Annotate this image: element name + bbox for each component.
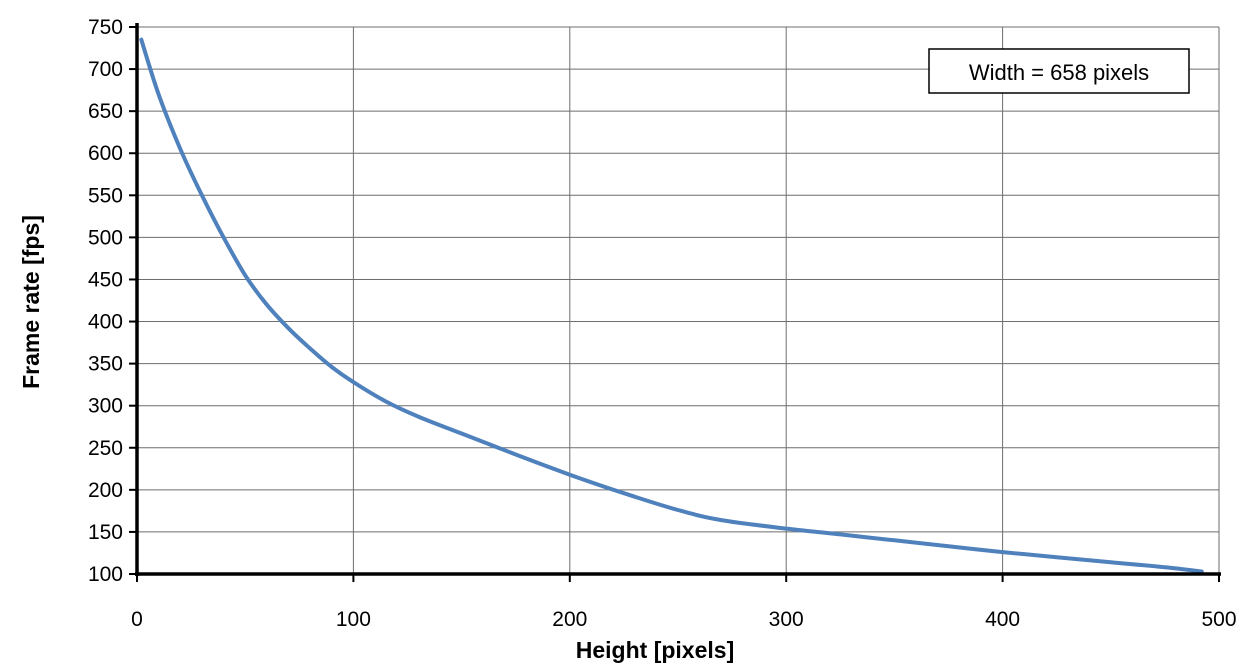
y-tick-label: 250 — [88, 437, 123, 460]
x-tick-label: 400 — [985, 608, 1020, 631]
y-tick-label: 600 — [88, 142, 123, 165]
x-tick-label: 0 — [131, 608, 143, 631]
y-tick-labels: 100 150 200 250 300 350 400 450 500 550 600 650 700 7… — [88, 16, 123, 586]
y-tick-label: 550 — [88, 184, 123, 207]
y-tick-label: 400 — [88, 311, 123, 334]
x-tick-labels: 0 100 200 300 400 500 — [131, 608, 1236, 631]
x-tick-label: 200 — [552, 608, 587, 631]
y-tick-label: 450 — [88, 268, 123, 291]
annotation-text: Width = 658 pixels — [969, 60, 1149, 85]
y-tick-label: 500 — [88, 226, 123, 249]
annotation-frame — [928, 48, 1190, 94]
x-tick-label: 500 — [1201, 608, 1236, 631]
x-tick-label: 100 — [336, 608, 371, 631]
y-tick-label: 100 — [88, 563, 123, 586]
grid-lines — [137, 26, 1220, 574]
y-tick-label: 650 — [88, 100, 123, 123]
y-axis-title: Frame rate [fps] — [18, 215, 44, 389]
y-tick-label: 300 — [88, 395, 123, 418]
y-tick-label: 350 — [88, 353, 123, 376]
y-tick-label: 750 — [88, 16, 123, 39]
axes — [129, 23, 1221, 582]
x-axis-title: Height [pixels] — [576, 637, 734, 663]
series-line — [139, 37, 1204, 574]
y-tick-label: 150 — [88, 521, 123, 544]
y-tick-label: 200 — [88, 479, 123, 502]
annotation-box: Width = 658 pixels — [928, 48, 1190, 94]
y-tick-label: 700 — [88, 58, 123, 81]
x-tick-label: 300 — [769, 608, 804, 631]
data-series — [139, 37, 1204, 574]
